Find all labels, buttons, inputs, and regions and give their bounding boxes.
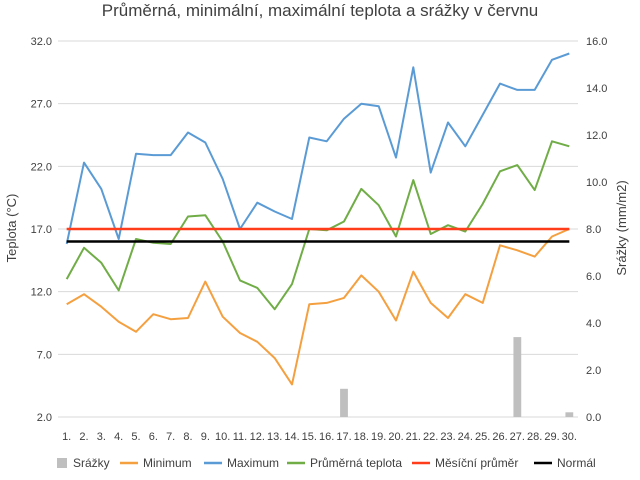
legend-label: Maximum <box>227 456 279 470</box>
chart-title: Průměrná, minimální, maximální teplota a… <box>102 1 539 20</box>
y2-tick-label: 4.0 <box>586 318 601 330</box>
x-tick-label: 20. <box>388 431 403 443</box>
y2-axis-label: Srážky (mm/m2) <box>614 180 629 275</box>
y-tick-label: 7.0 <box>37 349 52 361</box>
y2-axis-ticks: 0.0 2.0 4.0 6.0 8.0 10.0 12.0 14.0 16.0 <box>586 36 607 424</box>
x-tick-label: 8. <box>183 431 192 443</box>
x-tick-label: 12. <box>250 431 265 443</box>
legend-swatch <box>57 458 67 468</box>
y-axis-label: Teplota (°C) <box>4 194 19 263</box>
x-tick-label: 24. <box>458 431 473 443</box>
x-tick-label: 26. <box>492 431 507 443</box>
x-tick-label: 11. <box>233 431 247 443</box>
x-tick-label: 2. <box>79 431 88 443</box>
y2-tick-label: 12.0 <box>586 130 607 142</box>
x-tick-label: 1. <box>62 431 71 443</box>
legend-label: Srážky <box>73 456 110 470</box>
x-tick-label: 27. <box>510 431 525 443</box>
precipitation-bar <box>565 412 574 417</box>
y2-tick-label: 8.0 <box>586 224 601 236</box>
x-tick-label: 21. <box>406 431 421 443</box>
x-tick-label: 10. <box>215 431 230 443</box>
precipitation-bar <box>513 337 522 417</box>
series-line <box>66 228 570 386</box>
x-tick-label: 22. <box>423 431 438 443</box>
precipitation-bar <box>340 388 348 417</box>
x-tick-label: 6. <box>149 431 158 443</box>
x-tick-label: 3. <box>97 431 106 443</box>
x-tick-label: 5. <box>131 431 140 443</box>
y-tick-label: 32.0 <box>31 36 52 48</box>
y-tick-label: 27.0 <box>31 99 52 111</box>
series-line <box>65 52 570 245</box>
x-tick-label: 28. <box>527 431 542 443</box>
y-tick-label: 17.0 <box>31 224 52 236</box>
x-tick-label: 16. <box>319 431 334 443</box>
y-tick-label: 2.0 <box>37 412 52 424</box>
y2-tick-label: 16.0 <box>586 36 607 48</box>
x-tick-label: 25. <box>475 431 490 443</box>
legend-label: Minimum <box>143 456 192 470</box>
x-tick-label: 29. <box>544 431 559 443</box>
y-tick-label: 12.0 <box>31 287 52 299</box>
y-axis-ticks: 2.0 7.0 12.0 17.0 22.0 27.0 32.0 <box>31 36 52 424</box>
x-tick-label: 4. <box>114 431 123 443</box>
legend-label: Průměrná teplota <box>310 456 402 470</box>
line-series <box>65 52 570 386</box>
legend: Srážky Minimum Maximum Průměrná teplota Měsí… <box>57 456 596 470</box>
x-tick-label: 19. <box>371 431 386 443</box>
y2-tick-label: 2.0 <box>586 365 601 377</box>
legend-label: Měsíční průměr <box>435 456 518 470</box>
x-tick-label: 15. <box>302 431 317 443</box>
x-tick-label: 23. <box>440 431 455 443</box>
x-tick-label: 18. <box>354 431 369 443</box>
y-tick-label: 22.0 <box>31 161 52 173</box>
legend-label: Normál <box>557 456 596 470</box>
y2-tick-label: 14.0 <box>586 83 607 95</box>
y2-tick-label: 6.0 <box>586 271 601 283</box>
y2-tick-label: 10.0 <box>586 177 607 189</box>
y2-tick-label: 0.0 <box>586 412 601 424</box>
x-tick-label: 14. <box>284 431 299 443</box>
x-tick-label: 30. <box>562 431 577 443</box>
x-axis-ticks: 1. 2. 3. 4. 5. 6. 7. 8. 9. 10. 11. 12. 13. 14. 15. 16. 1… <box>62 431 577 443</box>
bar-series <box>340 337 574 417</box>
x-tick-label: 9. <box>201 431 210 443</box>
x-tick-label: 17. <box>336 431 351 443</box>
x-tick-label: 7. <box>166 431 175 443</box>
x-tick-label: 13. <box>267 431 282 443</box>
